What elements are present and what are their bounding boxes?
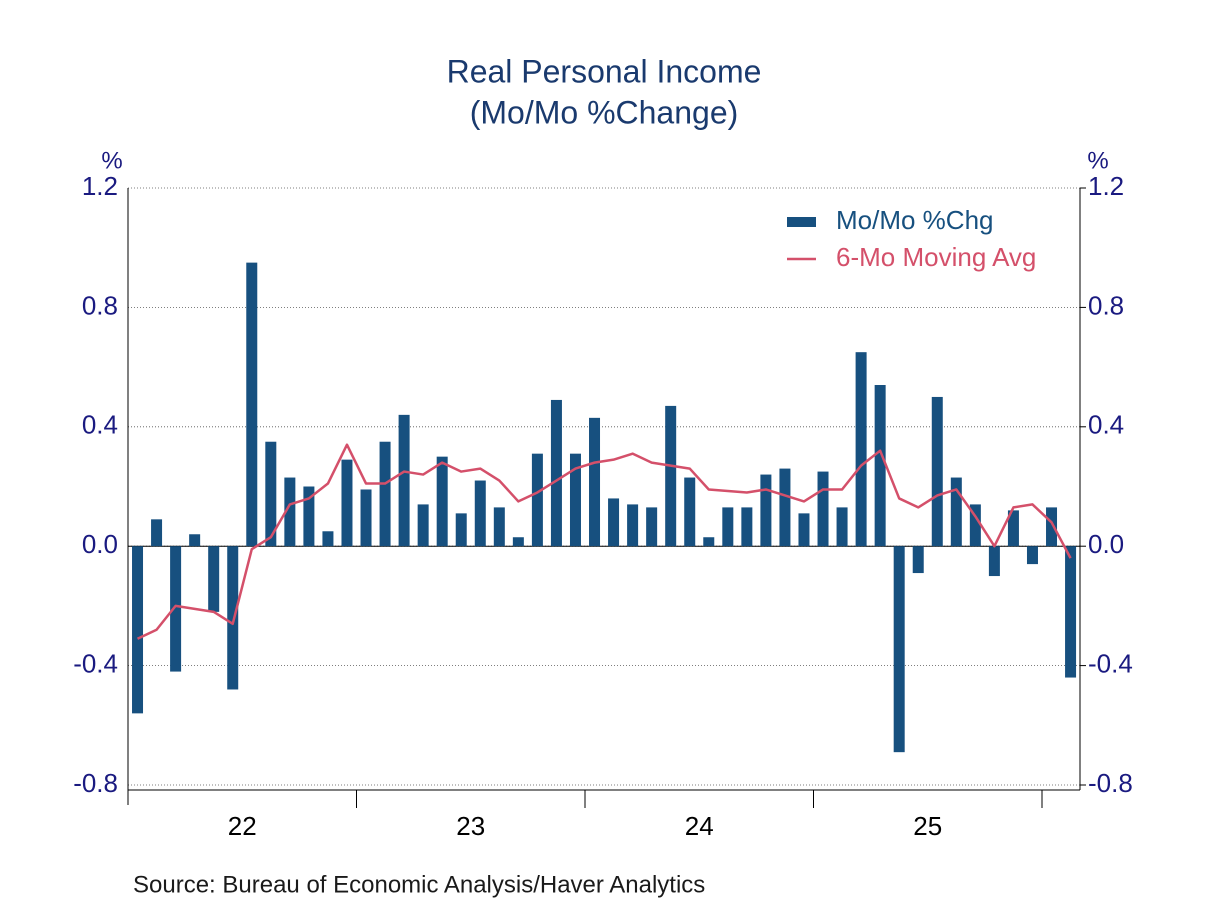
y2-tick-label: -0.4 — [1088, 648, 1133, 678]
bar — [1007, 510, 1019, 547]
bar — [1026, 546, 1038, 565]
bar — [703, 537, 715, 547]
bar — [379, 441, 391, 547]
bar — [550, 399, 562, 547]
bar — [227, 546, 239, 690]
bar — [303, 486, 315, 547]
line — [136, 443, 1072, 640]
x-tick-label: 24 — [685, 811, 714, 841]
bar — [969, 504, 981, 547]
bar — [531, 453, 543, 547]
x-tick-label: 23 — [456, 811, 485, 841]
chart-subtitle: (Mo/Mo %Change) — [470, 94, 739, 130]
bar — [779, 468, 791, 547]
bar — [474, 480, 486, 547]
x-tick-label: 22 — [228, 811, 257, 841]
y-axis-label: % — [101, 147, 122, 174]
bar — [722, 507, 734, 547]
y-tick-label: 0.8 — [82, 290, 118, 320]
bar — [360, 489, 372, 547]
bar — [284, 477, 296, 547]
bar — [1046, 507, 1058, 547]
y-tick-label: 0.0 — [82, 529, 118, 559]
bar — [950, 477, 962, 547]
y2-axis-label: % — [1087, 147, 1108, 174]
bar — [436, 456, 448, 547]
legend-swatch — [787, 217, 816, 227]
y-tick-label: -0.8 — [73, 768, 118, 798]
chart-title: Real Personal Income — [447, 53, 762, 89]
bar — [931, 396, 943, 547]
bar — [208, 546, 220, 612]
legend-label: Mo/Mo %Chg — [836, 205, 994, 235]
bar — [265, 441, 277, 547]
bar — [322, 531, 334, 547]
bar — [1065, 546, 1077, 678]
bar — [608, 498, 620, 547]
y2-tick-label: 0.8 — [1088, 290, 1124, 320]
y-tick-label: 1.2 — [82, 171, 118, 201]
bar — [893, 546, 905, 753]
bar — [665, 405, 677, 547]
legend-label: 6-Mo Moving Avg — [836, 242, 1036, 272]
bar — [341, 459, 353, 547]
x-tick-label: 25 — [913, 811, 942, 841]
bar — [855, 352, 867, 547]
bar — [512, 537, 524, 547]
y-tick-label: 0.4 — [82, 410, 118, 440]
y2-tick-label: 1.2 — [1088, 171, 1124, 201]
bar — [912, 546, 924, 574]
bar — [874, 385, 886, 547]
bar — [455, 513, 467, 547]
y2-tick-label: -0.8 — [1088, 768, 1133, 798]
bar — [417, 504, 429, 547]
bar — [817, 471, 829, 547]
bar — [398, 414, 410, 547]
bar — [684, 477, 696, 547]
bar — [170, 546, 182, 672]
bar — [132, 546, 144, 714]
bar — [151, 519, 163, 547]
bar — [569, 453, 581, 547]
bar — [741, 507, 753, 547]
source-note: Source: Bureau of Economic Analysis/Have… — [133, 871, 705, 898]
bar — [836, 507, 848, 547]
bar — [798, 513, 810, 547]
y-tick-label: -0.4 — [73, 648, 118, 678]
bar — [760, 474, 772, 547]
bar — [493, 507, 505, 547]
y2-tick-label: 0.4 — [1088, 410, 1124, 440]
bar — [589, 417, 601, 547]
bar — [627, 504, 639, 547]
bar — [646, 507, 658, 547]
bar — [988, 546, 1000, 577]
bar — [189, 534, 201, 547]
y2-tick-label: 0.0 — [1088, 529, 1124, 559]
bar — [246, 262, 258, 547]
